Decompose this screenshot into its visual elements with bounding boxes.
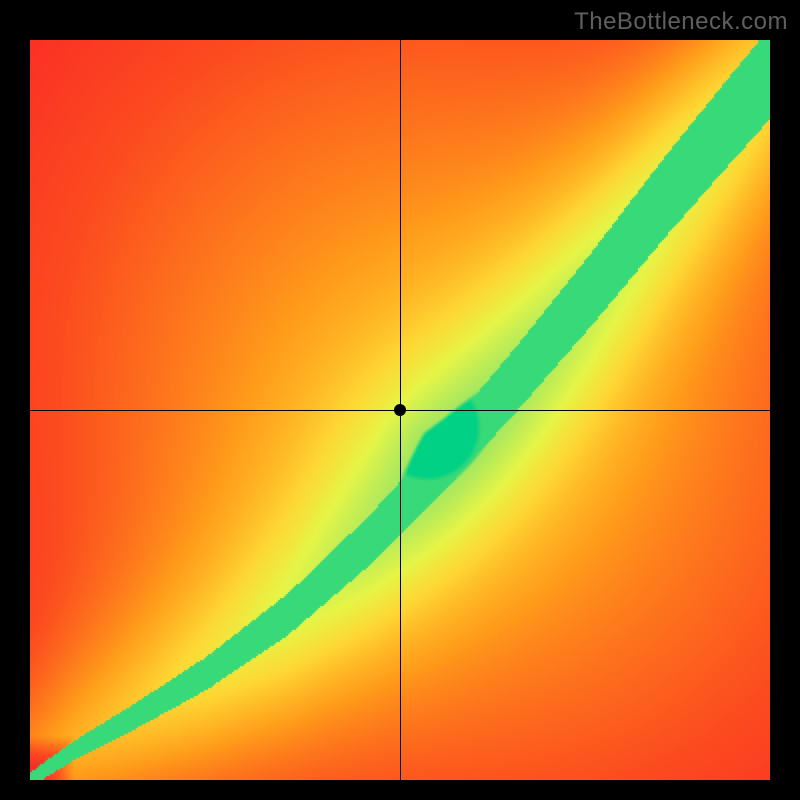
crosshair-center-dot [394, 404, 406, 416]
watermark-text: TheBottleneck.com [574, 8, 788, 36]
outer-frame: TheBottleneck.com [0, 0, 800, 800]
